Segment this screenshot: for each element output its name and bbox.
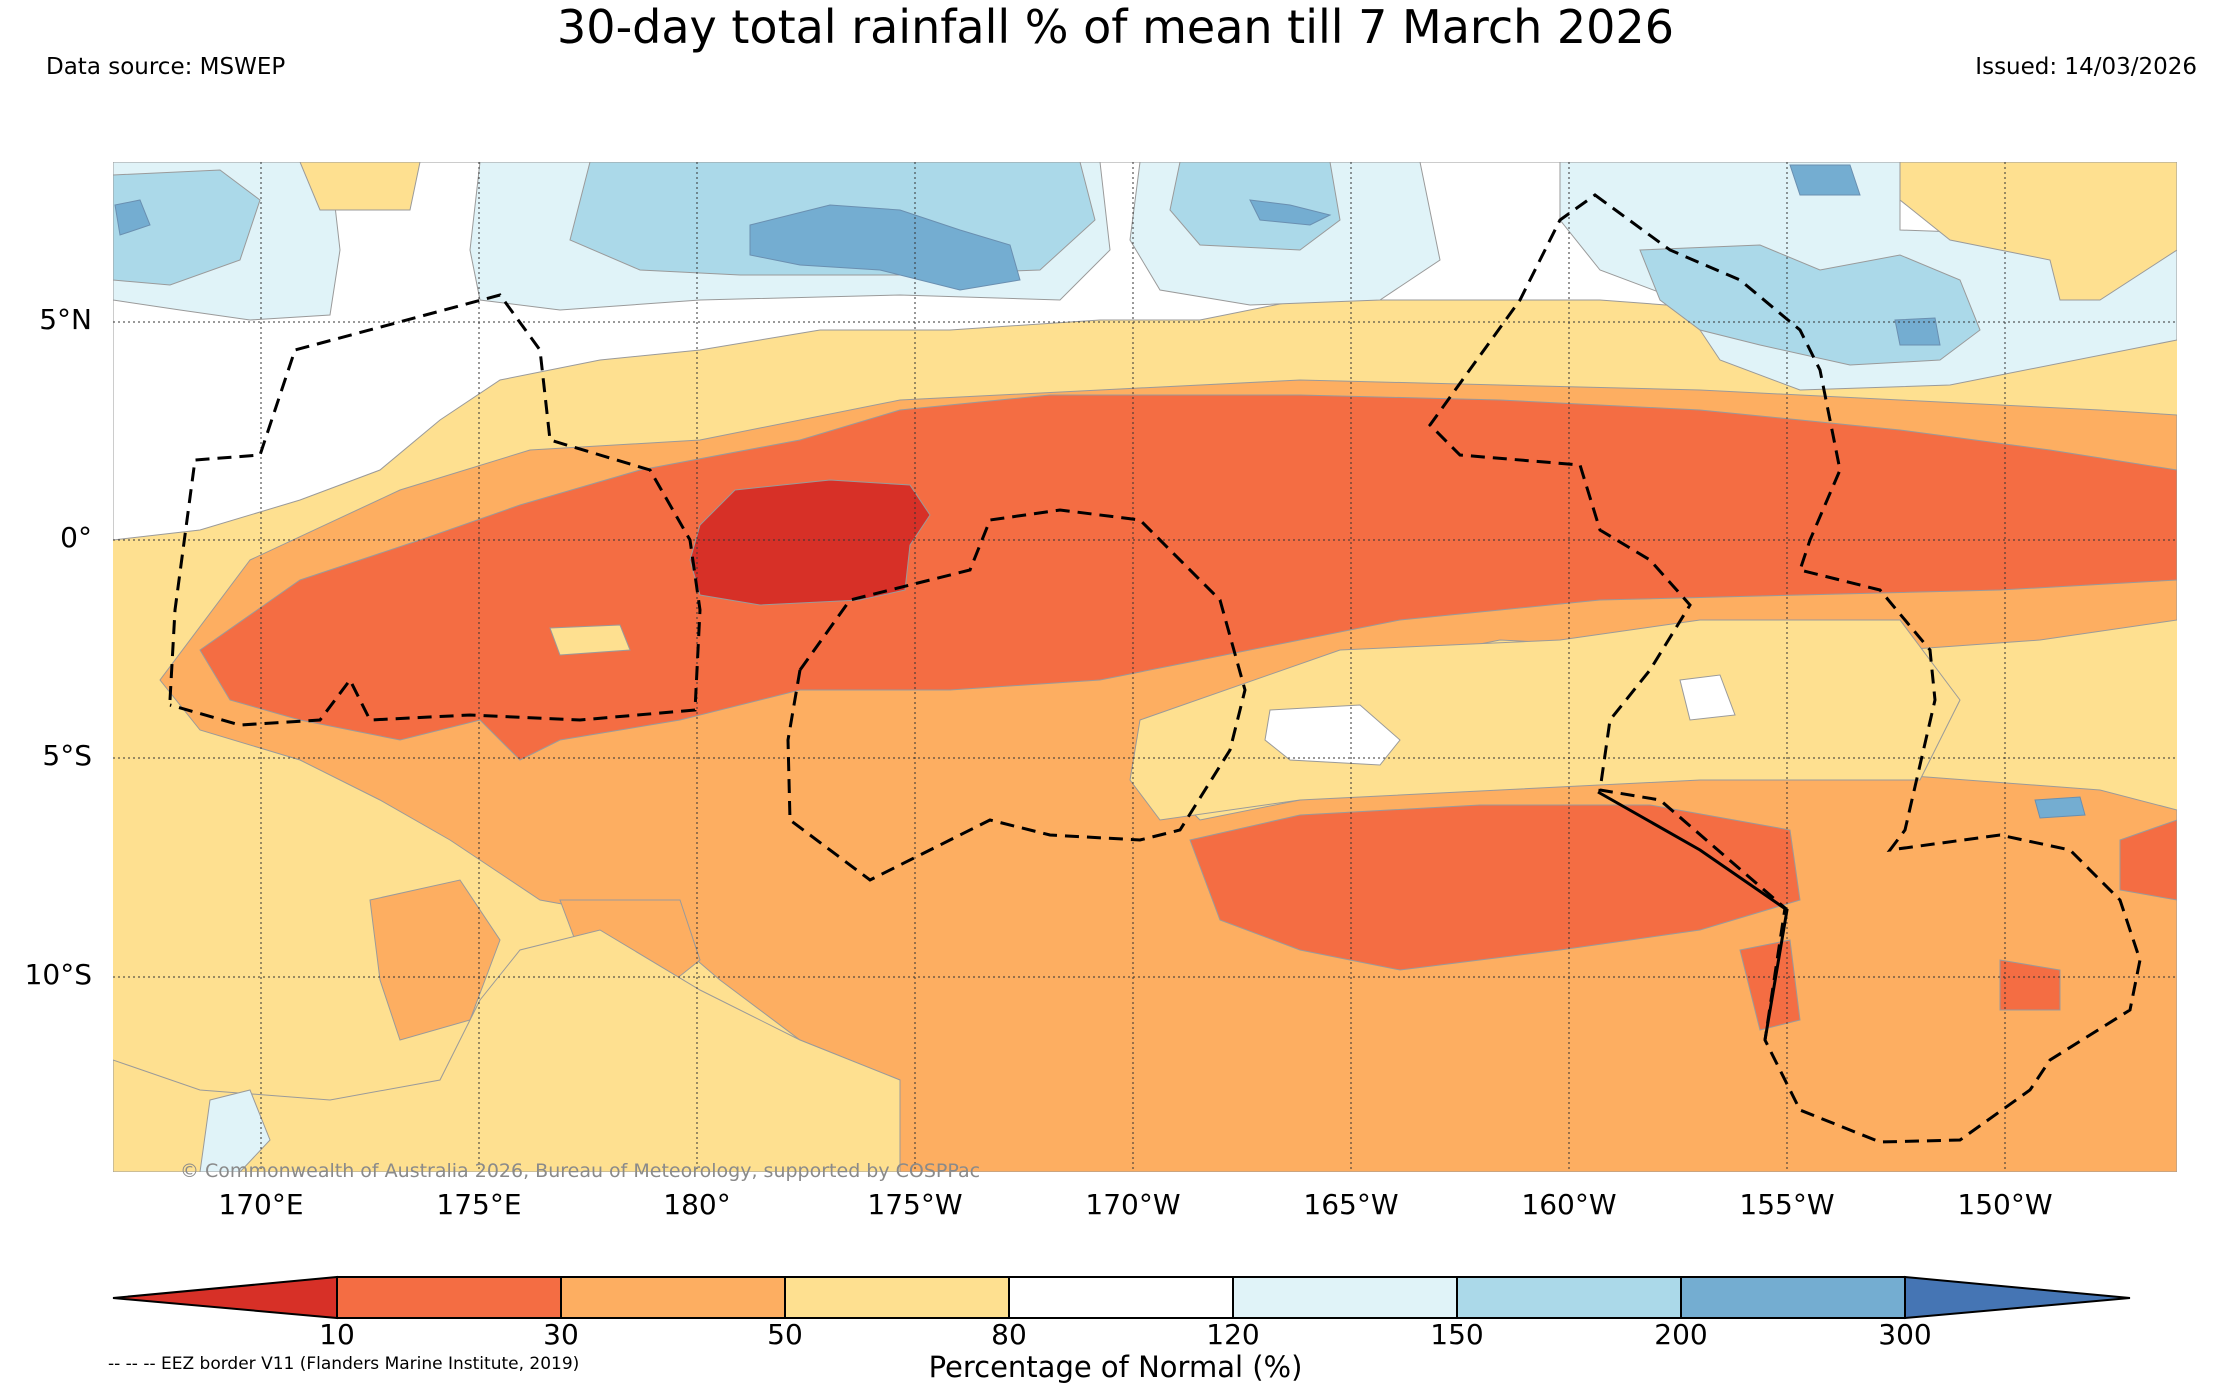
copyright-credit: © Commonwealth of Australia 2026, Bureau… [180,1160,981,1182]
lon-label-155w: 155°W [1739,1188,1835,1221]
colorbar-segment-30-50 [560,1276,786,1319]
region-80-120-island [1264,674,1736,766]
colorbar-tick-150: 150 [1430,1318,1484,1351]
region-200-300-island [2034,796,2086,819]
lon-label-170w: 170°W [1085,1188,1181,1221]
region-200-300-north [114,164,1941,346]
chart-title: 30-day total rainfall % of mean till 7 M… [557,0,1674,54]
lon-label-165w: 165°W [1303,1188,1399,1221]
colorbar-title: Percentage of Normal (%) [928,1350,1303,1384]
colorbar-segment-50-80 [784,1276,1010,1319]
region-lt10 [689,479,931,606]
lon-label-160w: 160°W [1521,1188,1617,1221]
lat-label-5s: 5°S [42,739,92,772]
issued-date-label: Issued: 14/03/2026 [1975,54,2197,80]
region-50-80-island [549,624,631,656]
graticule [113,162,2177,1172]
eez-borders [168,193,2142,1144]
eez-solid-border [1597,790,1789,1041]
colorbar-segment-120-150 [1232,1276,1458,1319]
colorbar-segment-gt300 [1904,1275,2131,1320]
lat-label-0: 0° [60,521,92,554]
colorbar-tick-50: 50 [767,1318,803,1351]
colorbar-segment-10-30 [336,1276,562,1319]
colorbar-tick-80: 80 [991,1318,1027,1351]
colorbar-tick-200: 200 [1654,1318,1708,1351]
colorbar-tick-120: 120 [1206,1318,1260,1351]
colorbar-tick-30: 30 [543,1318,579,1351]
colorbar-segment-80-120 [1008,1276,1234,1319]
lat-label-5n: 5°N [39,303,92,336]
eez-legend-note: -- -- -- EEZ border V11 (Flanders Marine… [108,1354,580,1374]
lon-label-180: 180° [663,1188,731,1221]
colorbar-segment-200-300 [1680,1276,1906,1319]
lon-label-150w: 150°W [1957,1188,2053,1221]
colorbar-segment-lt10 [112,1275,338,1320]
colorbar-segment-150-200 [1456,1276,1682,1319]
region-10-30 [199,394,2177,761]
region-50-80-ne [1899,162,2177,301]
lon-label-175w: 175°W [867,1188,963,1221]
lon-label-175e: 175°E [436,1188,522,1221]
colorbar-tick-10: 10 [319,1318,355,1351]
lat-label-10s: 10°S [24,958,92,991]
region-150-200-south-sw [199,1089,271,1172]
data-source-label: Data source: MSWEP [46,54,286,80]
colorbar-tick-300: 300 [1878,1318,1932,1351]
lon-label-170e: 170°E [218,1188,304,1221]
region-10-30-south [1189,804,2177,1031]
region-50-80-nw [299,162,421,211]
